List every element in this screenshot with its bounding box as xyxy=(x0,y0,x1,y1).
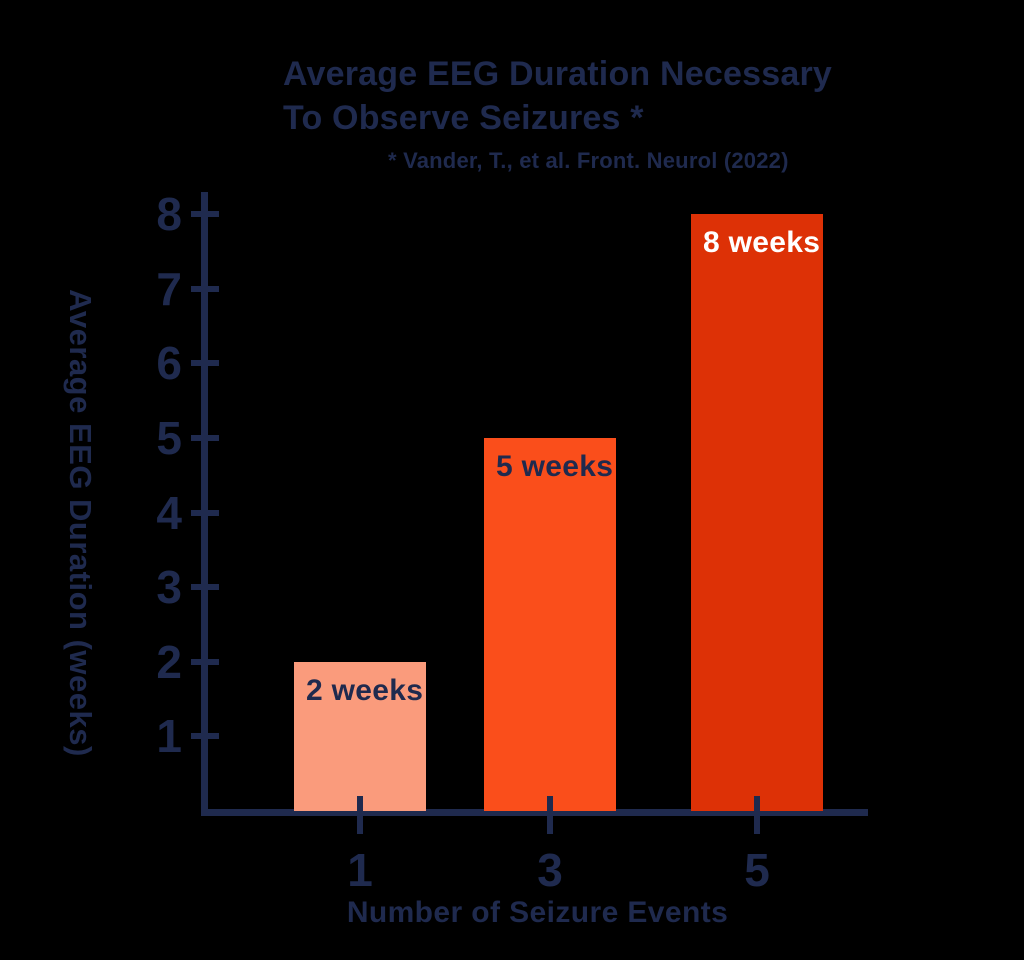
y-tick-label: 5 xyxy=(156,412,182,464)
y-tick-label: 6 xyxy=(156,337,182,390)
y-tick-label: 4 xyxy=(156,486,182,539)
x-tick xyxy=(547,796,553,834)
y-tick-label: 8 xyxy=(156,188,182,241)
bar-value-label: 2 weeks xyxy=(306,673,424,707)
y-tick xyxy=(191,285,219,292)
chart-subtitle-citation: * Vander, T., et al. Front. Neurol (2022… xyxy=(388,148,789,173)
bar xyxy=(691,214,823,811)
bar xyxy=(484,438,616,811)
y-tick-label: 1 xyxy=(156,710,182,763)
x-tick xyxy=(754,796,760,834)
y-tick xyxy=(191,658,219,665)
x-axis-line xyxy=(201,809,868,816)
y-tick-label: 7 xyxy=(156,262,182,315)
chart-title-line2: To Observe Seizures * xyxy=(283,99,644,137)
x-axis-title: Number of Seizure Events xyxy=(346,896,729,929)
bar-value-label: 5 weeks xyxy=(496,450,614,483)
y-axis-line xyxy=(201,192,208,814)
y-tick xyxy=(191,584,219,591)
x-tick-label: 5 xyxy=(744,844,770,896)
y-tick xyxy=(191,435,219,441)
x-tick-label: 1 xyxy=(347,844,373,896)
bar xyxy=(294,661,426,811)
chart-title-line1: Average EEG Duration Necessary xyxy=(283,55,832,93)
bar-value-label: 8 weeks xyxy=(703,226,821,260)
y-tick-label: 3 xyxy=(156,561,182,614)
x-tick-label: 3 xyxy=(537,844,563,896)
y-tick xyxy=(191,211,219,218)
y-tick xyxy=(191,360,219,367)
y-tick xyxy=(191,509,219,516)
y-tick-label: 2 xyxy=(156,635,182,688)
x-tick xyxy=(357,796,363,834)
chart-title: Average EEG Duration Necessary To Observ… xyxy=(283,52,832,140)
y-tick xyxy=(191,733,219,740)
